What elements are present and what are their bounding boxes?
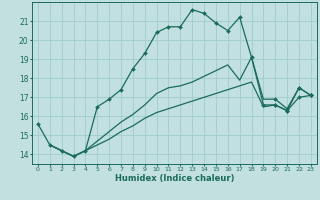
X-axis label: Humidex (Indice chaleur): Humidex (Indice chaleur) <box>115 174 234 183</box>
